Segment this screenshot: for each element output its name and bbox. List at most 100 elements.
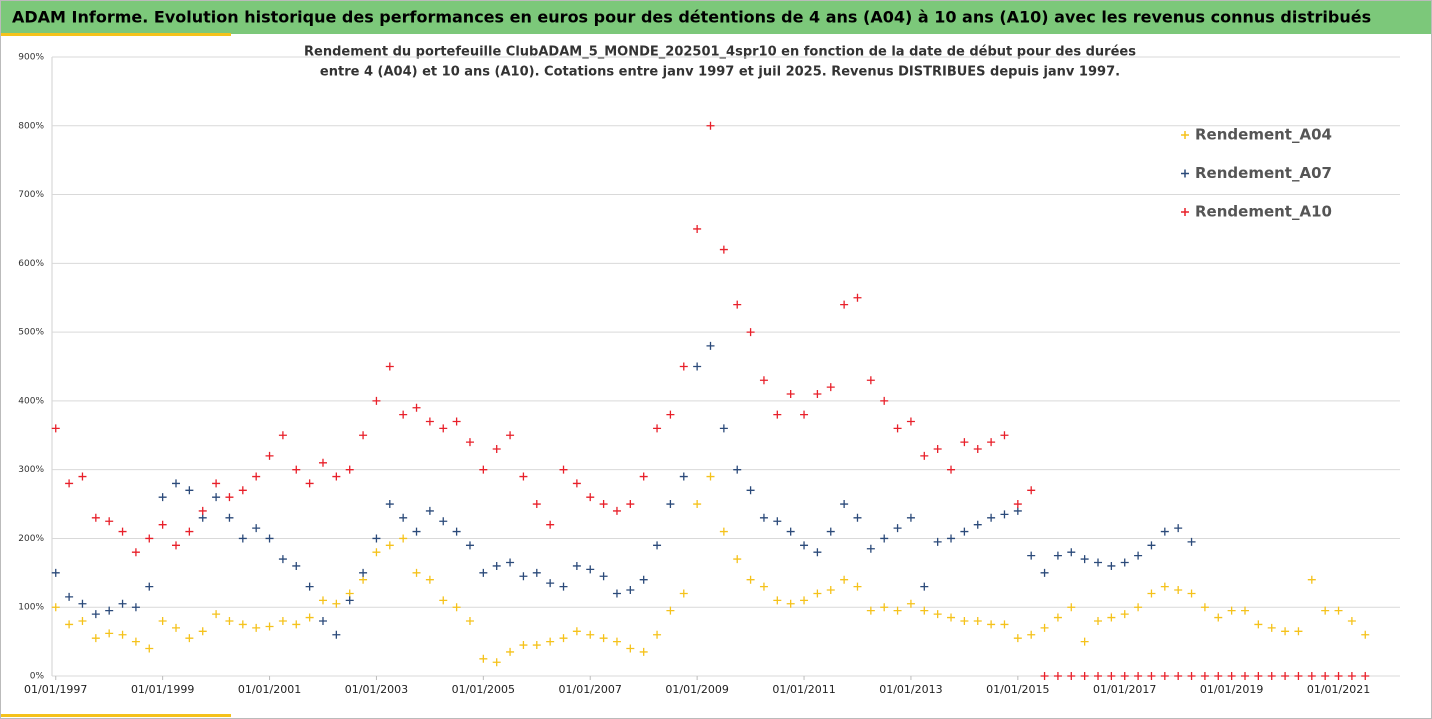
- data-point: [252, 524, 261, 533]
- data-point: [506, 647, 515, 656]
- data-point: [399, 410, 408, 419]
- data-point: [880, 534, 889, 543]
- data-point: [826, 527, 835, 536]
- data-point: [105, 606, 114, 615]
- data-point: [225, 616, 234, 625]
- data-point: [773, 410, 782, 419]
- data-point: [653, 424, 662, 433]
- data-point: [1053, 672, 1062, 680]
- data-point: [1027, 486, 1036, 495]
- data-point: [1321, 672, 1330, 680]
- data-point: [1174, 586, 1183, 595]
- data-point: [359, 568, 368, 577]
- data-point: [546, 579, 555, 588]
- data-point: [372, 548, 381, 557]
- data-point: [1067, 548, 1076, 557]
- data-point: [359, 575, 368, 584]
- grid: [52, 56, 1400, 677]
- data-point: [212, 610, 221, 619]
- data-point: [759, 513, 768, 522]
- data-point: [612, 506, 621, 515]
- series: [51, 341, 1196, 639]
- legend-label: Rendement_A10: [1195, 203, 1332, 221]
- data-point: [78, 472, 87, 481]
- legend-marker: [1181, 169, 1189, 178]
- data-point: [278, 616, 287, 625]
- data-point: [158, 616, 167, 625]
- data-point: [1334, 672, 1343, 680]
- data-point: [933, 445, 942, 454]
- data-point: [278, 555, 287, 564]
- data-point: [198, 627, 207, 636]
- data-point: [893, 424, 902, 433]
- data-point: [225, 493, 234, 502]
- data-point: [786, 599, 795, 608]
- x-tick-label: 01/01/2009: [665, 683, 728, 696]
- data-point: [987, 620, 996, 629]
- data-point: [78, 616, 87, 625]
- data-point: [532, 500, 541, 509]
- data-point: [840, 575, 849, 584]
- data-point: [1321, 606, 1330, 615]
- data-point: [1174, 672, 1183, 680]
- data-point: [519, 572, 528, 581]
- data-point: [800, 541, 809, 550]
- data-point: [131, 637, 140, 646]
- data-point: [773, 517, 782, 526]
- data-point: [1307, 575, 1316, 584]
- y-tick-label: 600%: [18, 259, 44, 269]
- data-point: [786, 390, 795, 399]
- data-point: [1067, 672, 1076, 680]
- data-point: [947, 465, 956, 474]
- data-point: [332, 599, 341, 608]
- data-point: [452, 603, 461, 612]
- data-point: [813, 548, 822, 557]
- data-point: [960, 527, 969, 536]
- y-tick-label: 100%: [18, 603, 44, 613]
- data-point: [265, 451, 274, 460]
- data-point: [318, 458, 327, 467]
- data-point: [412, 527, 421, 536]
- data-point: [1067, 603, 1076, 612]
- data-point: [1000, 431, 1009, 440]
- data-point: [1147, 589, 1156, 598]
- data-point: [1361, 630, 1370, 639]
- data-point: [1241, 606, 1249, 615]
- data-point: [1214, 613, 1223, 622]
- data-point: [172, 479, 181, 488]
- data-point: [1187, 589, 1196, 598]
- data-point: [920, 451, 929, 460]
- data-point: [586, 630, 595, 639]
- data-point: [612, 637, 621, 646]
- data-point: [185, 527, 194, 536]
- data-point: [185, 634, 194, 643]
- data-point: [118, 599, 127, 608]
- data-point: [973, 445, 982, 454]
- data-point: [212, 493, 221, 502]
- data-point: [492, 445, 501, 454]
- data-point: [238, 486, 247, 495]
- data-point: [145, 644, 154, 653]
- data-point: [1094, 672, 1103, 680]
- data-point: [800, 596, 809, 605]
- data-point: [1174, 524, 1183, 533]
- data-point: [238, 620, 247, 629]
- data-point: [1040, 568, 1049, 577]
- data-point: [492, 561, 501, 570]
- data-point: [626, 644, 635, 653]
- data-point: [893, 606, 902, 615]
- series: [51, 121, 1370, 680]
- data-point: [733, 300, 742, 309]
- data-point: [1334, 606, 1343, 615]
- data-point: [1120, 610, 1129, 619]
- data-point: [1000, 510, 1009, 519]
- data-point: [1294, 672, 1303, 680]
- data-point: [1254, 672, 1263, 680]
- chart-subtitle: Rendement du portefeuille ClubADAM_5_MON…: [304, 45, 1136, 60]
- data-point: [1013, 506, 1022, 515]
- data-point: [519, 472, 528, 481]
- data-point: [332, 472, 341, 481]
- data-point: [465, 438, 474, 447]
